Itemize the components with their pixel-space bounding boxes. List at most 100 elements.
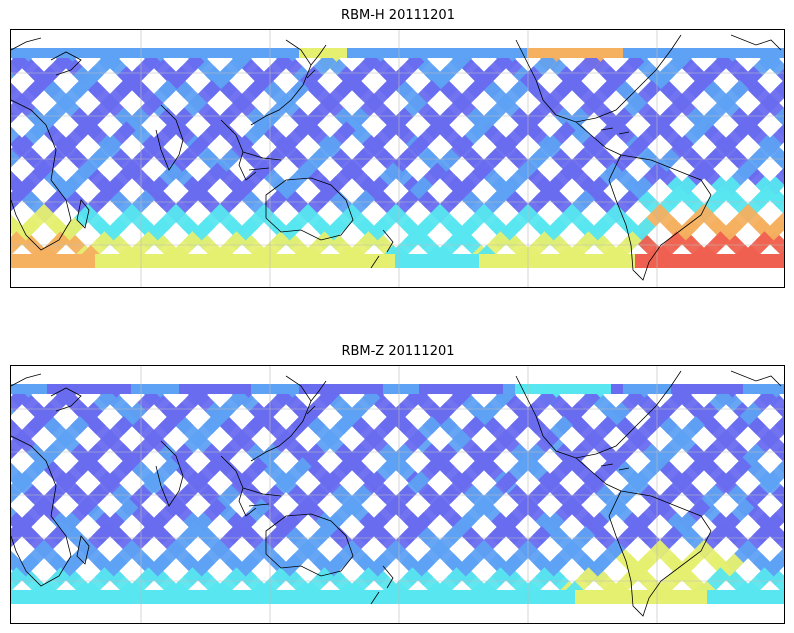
top-band-cell [11,48,24,58]
top-band-cell [227,384,240,394]
coast-japan [306,44,327,79]
bottom-band-cell [539,590,552,604]
top-band-cell [23,384,36,394]
coast-east-asia [250,39,312,126]
bottom-band-cell [371,254,384,268]
coast-caribbean [600,463,630,471]
coast-madagascar [76,199,90,229]
top-band-cell [551,48,564,58]
coast-australia [265,177,354,241]
top-band-cell [239,384,252,394]
top-band-cell [203,384,216,394]
top-band-cell [623,48,636,58]
top-band-cell [527,384,540,394]
top-band-cell [527,48,540,58]
bottom-band-cell [527,254,540,268]
top-band-cell [83,384,96,394]
top-band-cell [227,48,240,58]
bottom-band-cell [659,254,672,268]
bottom-band-cell [491,590,504,604]
top-band-cell [11,384,24,394]
top-band-cell [95,48,108,58]
bottom-band-cell [695,254,708,268]
bottom-band-cell [131,254,144,268]
bottom-band-cell [395,254,408,268]
bottom-band-cell [131,590,144,604]
bottom-band-cell [503,590,516,604]
top-band-cell [539,48,552,58]
bottom-band-cell [515,590,528,604]
top-band-cell [515,48,528,58]
top-band-cell [707,384,720,394]
bottom-band-cell [119,254,132,268]
swath-segment [766,567,784,595]
bottom-band-cell [467,590,480,604]
map-canvas-rbm-z [11,366,784,623]
coast-new-zealand [370,229,394,269]
bottom-band-cell [287,254,300,268]
swath-segment [763,52,784,83]
top-band-cell [779,384,784,394]
top-band-cell [635,384,648,394]
swath-segment [11,52,29,80]
top-band-cell [167,384,180,394]
coast-greenland [730,34,782,51]
bottom-band-cell [191,590,204,604]
bottom-band-cell [11,254,24,268]
bottom-band-cell [587,590,600,604]
top-band-cell [383,48,396,58]
bottom-band-cell [227,254,240,268]
bottom-band-cell [299,590,312,604]
bottom-band-cell [311,590,324,604]
bottom-band-cell [359,590,372,604]
top-band-cell [131,48,144,58]
bottom-band-cell [611,254,624,268]
top-band-cell [371,48,384,58]
bottom-band-cell [179,590,192,604]
top-band-cell [623,384,636,394]
bottom-band-cell [203,590,216,604]
bottom-band-cell [719,254,732,268]
top-band-cell [263,384,276,394]
top-band-cell [695,48,708,58]
bottom-band-cell [275,590,288,604]
bottom-band-cell [635,254,648,268]
bottom-band-cell [419,590,432,604]
coast-europe [11,37,82,76]
top-band-cell [575,384,588,394]
top-band-cell [731,384,744,394]
bottom-band-cell [443,590,456,604]
top-band-cell [179,384,192,394]
bottom-band-cell [23,254,36,268]
top-band-cell [755,384,768,394]
bottom-band-cell [707,254,720,268]
top-band-cell [383,384,396,394]
top-band-cell [155,48,168,58]
top-band-cell [335,384,348,394]
top-band-cell [215,384,228,394]
top-band-cell [359,48,372,58]
top-band-cell [83,48,96,58]
top-band-cell [515,384,528,394]
coast-africa [11,99,72,251]
top-band-cell [191,384,204,394]
bottom-band-cell [527,590,540,604]
bottom-band-cell [407,590,420,604]
top-band-cell [155,384,168,394]
bottom-band-cell [95,254,108,268]
bottom-band-cell [215,254,228,268]
bottom-band-cell [395,590,408,604]
satellite-tracks [11,384,784,604]
map-panel-rbm-z [10,365,785,624]
bottom-band-cell [203,254,216,268]
top-band-cell [119,384,132,394]
bottom-band-cell [371,590,384,604]
top-band-cell [611,48,624,58]
bottom-band-cell [35,590,48,604]
bottom-band-cell [719,590,732,604]
bottom-band-cell [683,254,696,268]
top-band-cell [371,384,384,394]
top-band-cell [47,384,60,394]
bottom-band-cell [47,590,60,604]
map-title-rbm-z: RBM-Z 20111201 [341,344,455,359]
